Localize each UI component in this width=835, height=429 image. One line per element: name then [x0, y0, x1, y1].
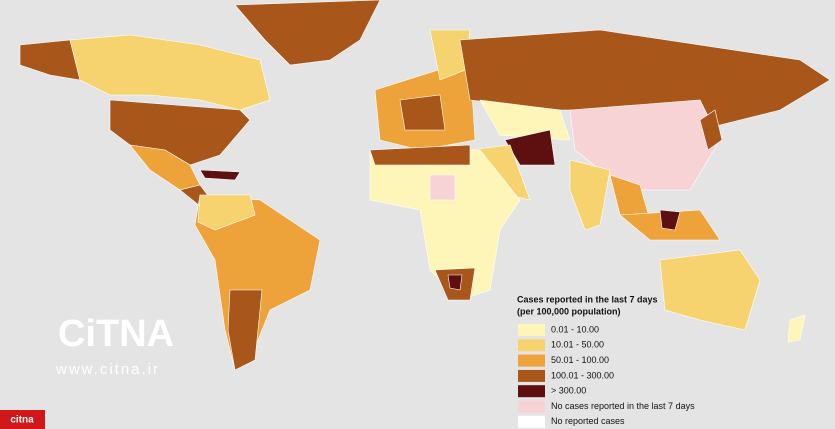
- badge-text: citna: [10, 415, 34, 426]
- legend-label: 100.01 - 300.00: [551, 370, 614, 380]
- legend-swatch: [518, 354, 545, 367]
- watermark-url: www.citna.ir: [55, 361, 160, 378]
- legend-swatch: [518, 339, 545, 352]
- legend-items: 0.01 - 10.00 10.01 - 50.00 50.01 - 100.00 1…: [518, 324, 695, 428]
- legend-label: 10.01 - 50.00: [551, 340, 604, 350]
- legend-swatch: [518, 324, 545, 336]
- legend-label: > 300.00: [551, 386, 586, 396]
- legend-swatch: [518, 415, 545, 428]
- legend-title: Cases reported in the last 7 days: [517, 294, 658, 304]
- badge: [0, 410, 45, 429]
- legend-swatch: [518, 400, 545, 413]
- legend-label: No reported cases: [551, 416, 625, 426]
- legend-label: 50.01 - 100.00: [551, 355, 609, 365]
- legend-swatch: [518, 369, 545, 382]
- legend-swatch: [518, 385, 545, 398]
- legend-subtitle: (per 100,000 population): [517, 306, 621, 316]
- legend: Cases reported in the last 7 days (per 1…: [517, 294, 695, 428]
- land: [19, 0, 831, 371]
- watermark: CiTNA www.citna.ir citna: [0, 313, 174, 429]
- legend-label: No cases reported in the last 7 days: [551, 401, 695, 411]
- legend-label: 0.01 - 10.00: [551, 324, 599, 334]
- watermark-logo: CiTNA: [58, 313, 174, 355]
